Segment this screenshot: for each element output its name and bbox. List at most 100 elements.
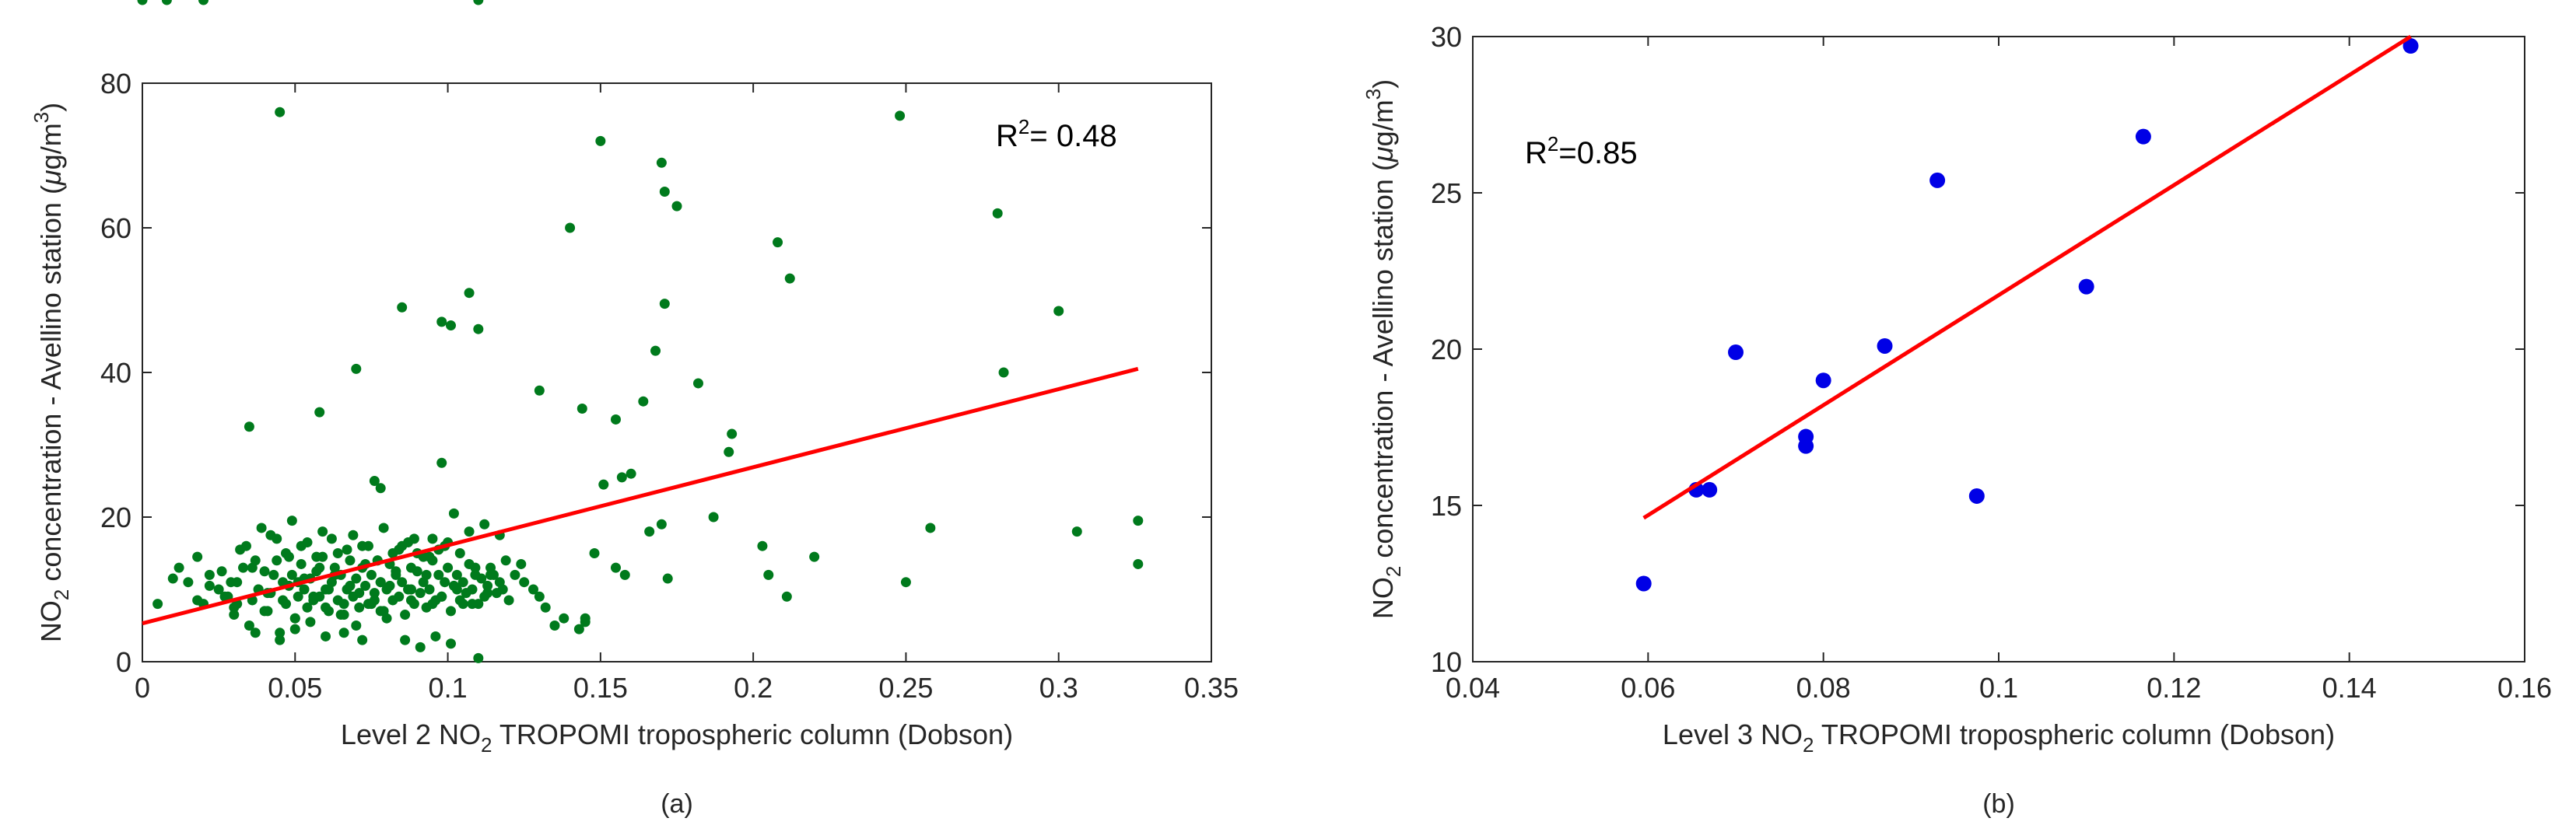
data-point-b bbox=[1702, 481, 1718, 498]
data-point-a bbox=[394, 591, 405, 602]
data-point-a bbox=[408, 533, 419, 544]
data-point-a bbox=[338, 627, 349, 638]
data-point-a bbox=[619, 569, 630, 580]
data-point-a bbox=[338, 599, 349, 610]
data-point-a bbox=[662, 573, 673, 584]
data-point-a bbox=[348, 530, 359, 540]
data-point-a bbox=[659, 299, 670, 309]
data-point-a bbox=[369, 588, 380, 599]
data-point-a bbox=[240, 540, 251, 551]
data-point-a bbox=[192, 551, 203, 562]
y-axis-label-a: NO2 concentration - Avellino station (μg… bbox=[30, 103, 73, 642]
data-point-a bbox=[692, 378, 703, 389]
data-point-a bbox=[204, 569, 215, 580]
data-point-a bbox=[405, 584, 416, 595]
data-point-a bbox=[173, 562, 184, 573]
data-point-a bbox=[473, 323, 484, 334]
data-point-a bbox=[345, 580, 356, 591]
data-point-a bbox=[421, 569, 432, 580]
data-point-a bbox=[671, 201, 682, 211]
data-point-a bbox=[302, 602, 313, 613]
data-point-a bbox=[394, 544, 405, 555]
data-point-a bbox=[473, 652, 484, 663]
y-tick-label: 40 bbox=[100, 357, 131, 389]
data-point-a bbox=[448, 508, 459, 519]
chart-panel-b: 0.04 0.06 0.08 0.1 0.12 0.14 0.16 10 15 20 25 30 R… bbox=[1362, 21, 2552, 819]
data-point-a bbox=[289, 624, 300, 634]
plot-area-b bbox=[1472, 36, 2525, 662]
x-tick-label: 0.12 bbox=[2147, 672, 2201, 704]
data-point-a bbox=[293, 591, 303, 602]
data-point-a bbox=[412, 566, 422, 577]
data-point-a bbox=[286, 516, 297, 526]
x-tick-label: 0.25 bbox=[878, 672, 933, 704]
data-point-a bbox=[345, 555, 356, 566]
x-tick-label: 0.15 bbox=[573, 672, 628, 704]
data-point-a bbox=[216, 566, 227, 577]
data-point-a bbox=[250, 627, 261, 638]
data-point-a bbox=[454, 548, 465, 558]
r-squared-a: R2= 0.48 bbox=[996, 115, 1117, 153]
data-point-a bbox=[1071, 526, 1082, 537]
data-point-a bbox=[589, 548, 600, 558]
data-point-a bbox=[644, 526, 655, 537]
data-point-a bbox=[342, 544, 352, 555]
data-point-a bbox=[549, 621, 560, 631]
data-point-a bbox=[443, 562, 454, 573]
data-point-a bbox=[724, 446, 734, 457]
data-point-a bbox=[424, 551, 435, 562]
x-tick-label: 0.05 bbox=[268, 672, 322, 704]
data-point-a bbox=[485, 569, 496, 580]
data-point-a bbox=[895, 110, 906, 121]
data-point-a bbox=[226, 577, 237, 588]
x-tick-label: 0 bbox=[135, 672, 150, 704]
y-ticks-a: 0 20 40 60 80 bbox=[100, 68, 1211, 678]
data-point-a bbox=[152, 599, 163, 610]
data-point-a bbox=[192, 595, 203, 606]
data-point-a bbox=[577, 404, 587, 414]
data-point-a bbox=[167, 573, 178, 584]
data-point-a bbox=[467, 599, 478, 610]
data-point-a bbox=[198, 0, 209, 5]
data-point-a bbox=[378, 523, 389, 533]
data-point-a bbox=[784, 273, 795, 284]
y-tick-label: 0 bbox=[116, 646, 131, 678]
data-point-b bbox=[2135, 128, 2151, 145]
data-point-a bbox=[470, 562, 481, 573]
data-point-a bbox=[1133, 558, 1144, 569]
data-point-b bbox=[1815, 372, 1831, 389]
data-point-a bbox=[457, 577, 468, 588]
data-point-a bbox=[424, 584, 435, 595]
data-point-a bbox=[311, 551, 322, 562]
data-point-a bbox=[727, 428, 738, 439]
data-point-a bbox=[510, 569, 520, 580]
data-point-a bbox=[375, 606, 386, 617]
y-tick-label: 25 bbox=[1431, 177, 1462, 209]
data-point-a bbox=[161, 0, 172, 5]
data-point-a bbox=[305, 617, 316, 627]
data-point-a bbox=[708, 512, 719, 523]
data-point-a bbox=[559, 613, 570, 624]
data-point-a bbox=[565, 222, 576, 233]
data-point-a bbox=[540, 602, 551, 613]
data-point-a bbox=[329, 562, 340, 573]
data-point-a bbox=[415, 641, 426, 652]
y-tick-label: 10 bbox=[1431, 646, 1462, 678]
data-point-a bbox=[397, 577, 408, 588]
data-point-a bbox=[244, 621, 254, 631]
x-axis-label-b: Level 3 NO2 TROPOMI tropospheric column … bbox=[1663, 718, 2335, 757]
data-point-a bbox=[482, 588, 493, 599]
data-point-a bbox=[405, 595, 416, 606]
data-point-a bbox=[464, 288, 475, 299]
data-point-a bbox=[503, 595, 514, 606]
data-point-a bbox=[1053, 306, 1064, 316]
data-point-a bbox=[650, 345, 661, 356]
data-point-a bbox=[500, 555, 511, 566]
data-point-b bbox=[1728, 344, 1744, 361]
data-point-b bbox=[2078, 278, 2094, 295]
data-point-a bbox=[391, 566, 401, 577]
y-tick-label: 20 bbox=[100, 502, 131, 533]
data-point-a bbox=[375, 483, 386, 494]
data-point-a bbox=[247, 562, 258, 573]
